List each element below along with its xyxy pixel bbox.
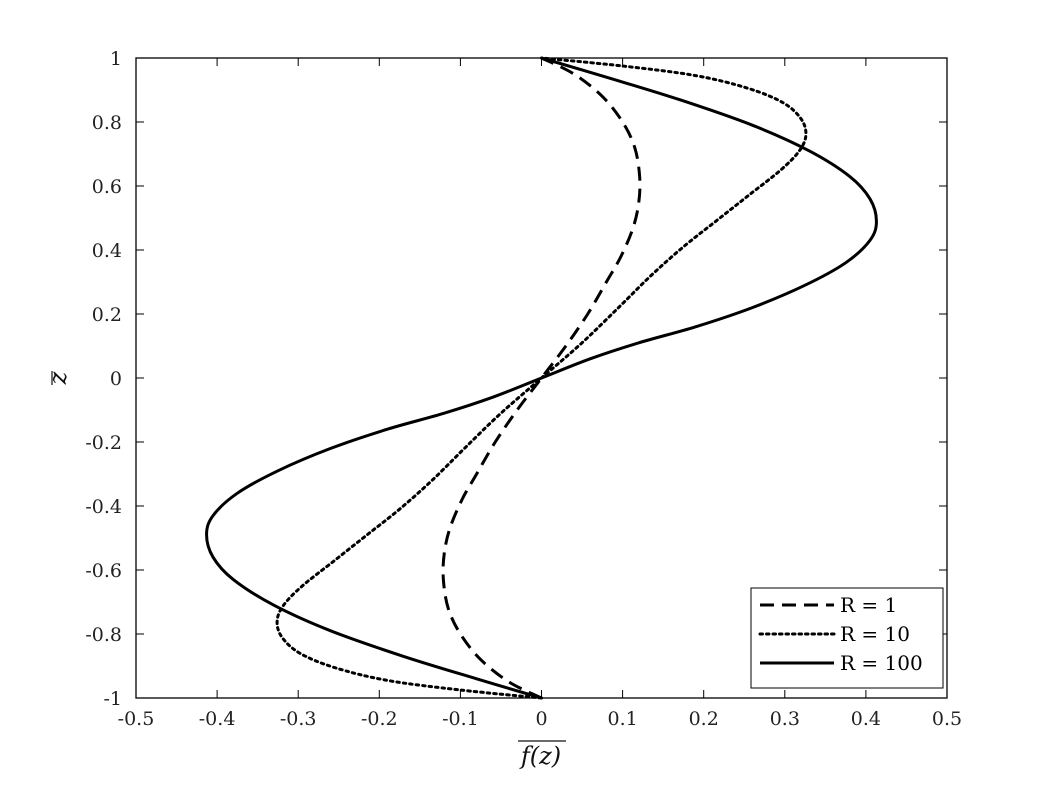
y-tick-label: 0.2 xyxy=(92,304,122,326)
y-tick-label: 0.4 xyxy=(92,240,122,262)
x-axis-title: f(z) xyxy=(519,742,561,770)
x-tick-label: -0.5 xyxy=(118,708,155,730)
y-axis-title: z xyxy=(44,371,72,385)
x-tick-label: -0.4 xyxy=(199,708,236,730)
x-tick-label: -0.1 xyxy=(442,708,479,730)
y-tick-label: -0.8 xyxy=(85,624,122,646)
series-line-3 xyxy=(205,56,878,700)
y-tick-label: 0.8 xyxy=(92,112,122,134)
legend-label-2: R = 10 xyxy=(840,622,910,646)
legend: R = 1 R = 10 R = 100 xyxy=(750,587,944,689)
tick-labels: -0.5 -0.4 -0.3 -0.2 -0.1 0 0.1 0.2 0.3 0.4 0.5 -1 -0… xyxy=(85,48,962,730)
y-tick-label: -1 xyxy=(103,688,122,710)
x-tick-label: 0.2 xyxy=(689,708,719,730)
y-tick-label: 0 xyxy=(110,368,122,390)
series-lines xyxy=(205,56,878,700)
x-tick-label: -0.2 xyxy=(361,708,398,730)
tick-marks xyxy=(135,57,948,699)
x-tick-label: 0.4 xyxy=(851,708,881,730)
x-tick-label: 0 xyxy=(535,708,547,730)
y-tick-label: -0.4 xyxy=(85,496,122,518)
y-tick-label: -0.2 xyxy=(85,432,122,454)
y-tick-label: 0.6 xyxy=(92,176,122,198)
legend-label-1: R = 1 xyxy=(840,593,897,617)
x-tick-label: 0.5 xyxy=(932,708,962,730)
x-tick-label: 0.3 xyxy=(770,708,800,730)
x-tick-label: -0.3 xyxy=(280,708,317,730)
x-tick-label: 0.1 xyxy=(607,708,637,730)
y-tick-label: 1 xyxy=(110,48,122,70)
y-tick-label: -0.6 xyxy=(85,560,122,582)
legend-label-3: R = 100 xyxy=(840,651,923,675)
series-line-1 xyxy=(441,56,642,700)
